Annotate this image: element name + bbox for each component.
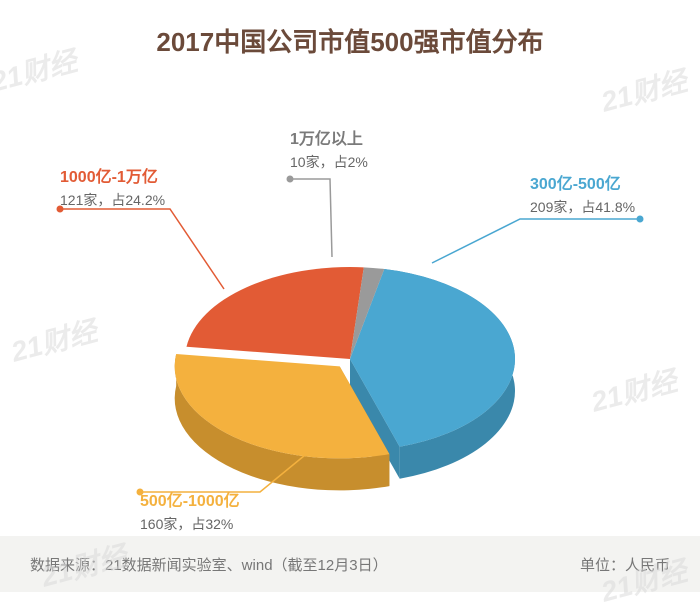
leader-dot <box>287 176 294 183</box>
footer-unit: 单位：人民币 <box>580 554 670 575</box>
slice-label-title: 300亿-500亿 <box>530 174 635 196</box>
slice-label-sub: 10家，占2% <box>290 153 368 172</box>
slice-label: 1000亿-1万亿 121家，占24.2% <box>60 167 165 209</box>
slice-label: 1万亿以上 10家，占2% <box>290 129 368 171</box>
slice-label: 300亿-500亿 209家，占41.8% <box>530 174 635 216</box>
pie-slice <box>186 267 363 359</box>
leader-line <box>290 179 332 257</box>
chart-title: 2017中国公司市值500强市值分布 <box>0 0 700 59</box>
slice-label-title: 1万亿以上 <box>290 129 368 151</box>
slice-label-sub: 121家，占24.2% <box>60 191 165 210</box>
slice-label-sub: 160家，占32% <box>140 515 240 534</box>
slice-label-title: 500亿-1000亿 <box>140 491 240 513</box>
slice-label-sub: 209家，占41.8% <box>530 198 635 217</box>
footer-bar: 数据来源：21数据新闻实验室、wind（截至12月3日） 单位：人民币 <box>0 536 700 592</box>
footer-source: 数据来源：21数据新闻实验室、wind（截至12月3日） <box>30 554 388 575</box>
leader-line <box>60 209 224 289</box>
leader-line <box>432 219 640 263</box>
chart-area: 300亿-500亿209家，占41.8%500亿-1000亿160家，占32%1… <box>0 59 700 519</box>
slice-label-title: 1000亿-1万亿 <box>60 167 165 189</box>
slice-label: 500亿-1000亿 160家，占32% <box>140 491 240 533</box>
leader-dot <box>637 216 644 223</box>
